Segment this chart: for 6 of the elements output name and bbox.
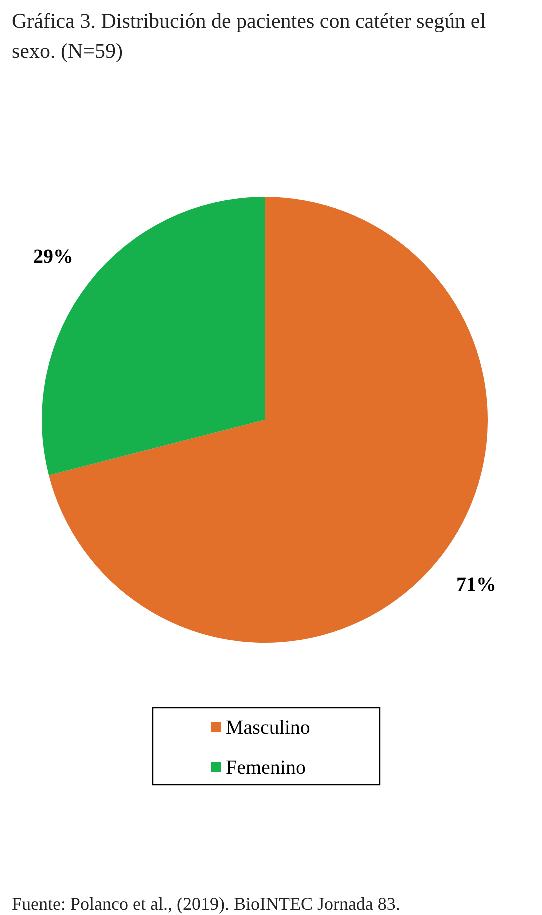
source-note: Fuente: Polanco et al., (2019). BioINTEC Jornada 83.	[12, 894, 400, 914]
legend-label: Femenino	[226, 757, 306, 779]
data-label: 71%	[456, 574, 496, 596]
chart-title: Gráfica 3. Distribución de pacientes con catéter según el sexo. (N=59)	[12, 9, 486, 63]
legend-label: Masculino	[226, 717, 310, 739]
data-label: 29%	[34, 246, 74, 268]
